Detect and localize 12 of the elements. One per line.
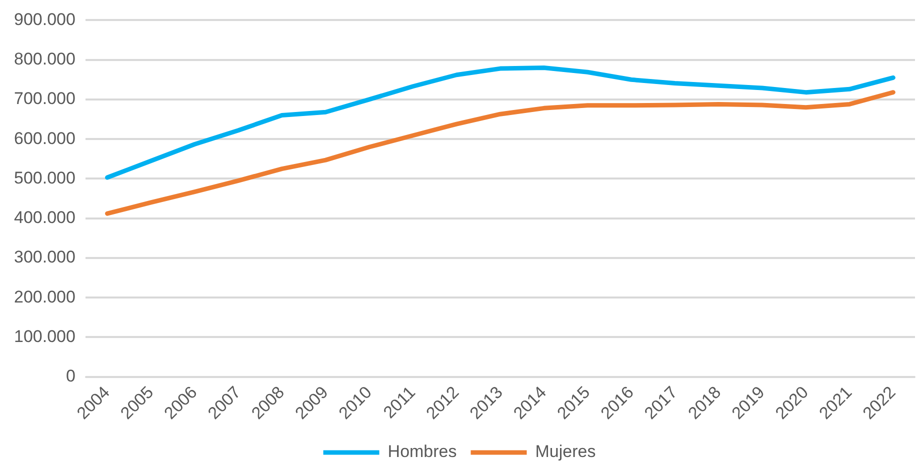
y-tick-label: 400.000 — [14, 208, 76, 228]
y-tick-label: 900.000 — [14, 10, 76, 29]
legend-label: Hombres — [388, 442, 457, 462]
y-tick-label: 200.000 — [14, 287, 76, 306]
legend-label: Mujeres — [535, 442, 596, 462]
y-tick-label: 100.000 — [14, 326, 76, 346]
y-tick-label: 700.000 — [14, 89, 76, 108]
y-tick-label: 0 — [66, 366, 76, 386]
y-tick-label: 800.000 — [14, 50, 76, 69]
y-tick-label: 300.000 — [14, 248, 76, 267]
y-tick-label: 500.000 — [14, 168, 76, 188]
y-tick-label: 600.000 — [14, 128, 76, 148]
